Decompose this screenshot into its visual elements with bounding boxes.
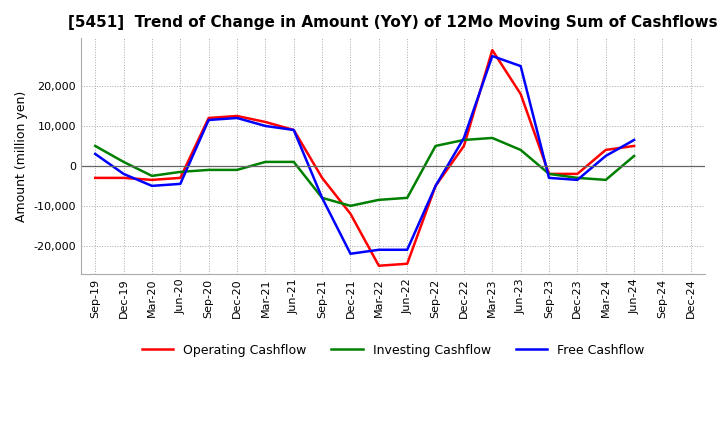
Investing Cashflow bbox=[431, 143, 440, 149]
Y-axis label: Amount (million yen): Amount (million yen) bbox=[15, 90, 28, 222]
Operating Cashflow bbox=[403, 261, 412, 266]
Operating Cashflow bbox=[601, 147, 610, 153]
Line: Free Cashflow: Free Cashflow bbox=[95, 56, 634, 254]
Free Cashflow bbox=[346, 251, 355, 257]
Free Cashflow bbox=[403, 247, 412, 253]
Investing Cashflow bbox=[204, 167, 213, 172]
Investing Cashflow bbox=[403, 195, 412, 201]
Investing Cashflow bbox=[91, 143, 99, 149]
Investing Cashflow bbox=[176, 169, 184, 175]
Free Cashflow bbox=[148, 183, 156, 188]
Investing Cashflow bbox=[516, 147, 525, 153]
Operating Cashflow bbox=[289, 127, 298, 132]
Free Cashflow bbox=[233, 115, 241, 121]
Title: [5451]  Trend of Change in Amount (YoY) of 12Mo Moving Sum of Cashflows: [5451] Trend of Change in Amount (YoY) o… bbox=[68, 15, 718, 30]
Free Cashflow bbox=[289, 127, 298, 132]
Operating Cashflow bbox=[346, 211, 355, 216]
Investing Cashflow bbox=[374, 197, 383, 202]
Free Cashflow bbox=[120, 171, 128, 176]
Investing Cashflow bbox=[545, 171, 554, 176]
Line: Investing Cashflow: Investing Cashflow bbox=[95, 138, 634, 206]
Operating Cashflow bbox=[516, 92, 525, 97]
Investing Cashflow bbox=[261, 159, 270, 165]
Investing Cashflow bbox=[318, 195, 326, 201]
Operating Cashflow bbox=[459, 143, 468, 149]
Free Cashflow bbox=[545, 175, 554, 180]
Free Cashflow bbox=[204, 117, 213, 123]
Investing Cashflow bbox=[630, 153, 639, 158]
Operating Cashflow bbox=[431, 183, 440, 188]
Free Cashflow bbox=[630, 137, 639, 143]
Operating Cashflow bbox=[573, 171, 582, 176]
Free Cashflow bbox=[176, 181, 184, 187]
Free Cashflow bbox=[91, 151, 99, 157]
Free Cashflow bbox=[488, 53, 497, 59]
Operating Cashflow bbox=[318, 175, 326, 180]
Legend: Operating Cashflow, Investing Cashflow, Free Cashflow: Operating Cashflow, Investing Cashflow, … bbox=[137, 339, 649, 362]
Operating Cashflow bbox=[488, 48, 497, 53]
Operating Cashflow bbox=[630, 143, 639, 149]
Free Cashflow bbox=[318, 195, 326, 201]
Investing Cashflow bbox=[289, 159, 298, 165]
Investing Cashflow bbox=[601, 177, 610, 183]
Free Cashflow bbox=[459, 136, 468, 141]
Investing Cashflow bbox=[459, 137, 468, 143]
Operating Cashflow bbox=[233, 114, 241, 119]
Free Cashflow bbox=[516, 63, 525, 69]
Line: Operating Cashflow: Operating Cashflow bbox=[95, 50, 634, 266]
Operating Cashflow bbox=[91, 175, 99, 180]
Operating Cashflow bbox=[261, 119, 270, 125]
Free Cashflow bbox=[601, 153, 610, 158]
Investing Cashflow bbox=[488, 136, 497, 141]
Investing Cashflow bbox=[233, 167, 241, 172]
Operating Cashflow bbox=[545, 171, 554, 176]
Free Cashflow bbox=[261, 123, 270, 128]
Operating Cashflow bbox=[176, 175, 184, 180]
Investing Cashflow bbox=[346, 203, 355, 209]
Free Cashflow bbox=[374, 247, 383, 253]
Investing Cashflow bbox=[573, 175, 582, 180]
Free Cashflow bbox=[431, 183, 440, 188]
Investing Cashflow bbox=[120, 159, 128, 165]
Investing Cashflow bbox=[148, 173, 156, 179]
Operating Cashflow bbox=[374, 263, 383, 268]
Operating Cashflow bbox=[120, 175, 128, 180]
Operating Cashflow bbox=[148, 177, 156, 183]
Free Cashflow bbox=[573, 177, 582, 183]
Operating Cashflow bbox=[204, 115, 213, 121]
